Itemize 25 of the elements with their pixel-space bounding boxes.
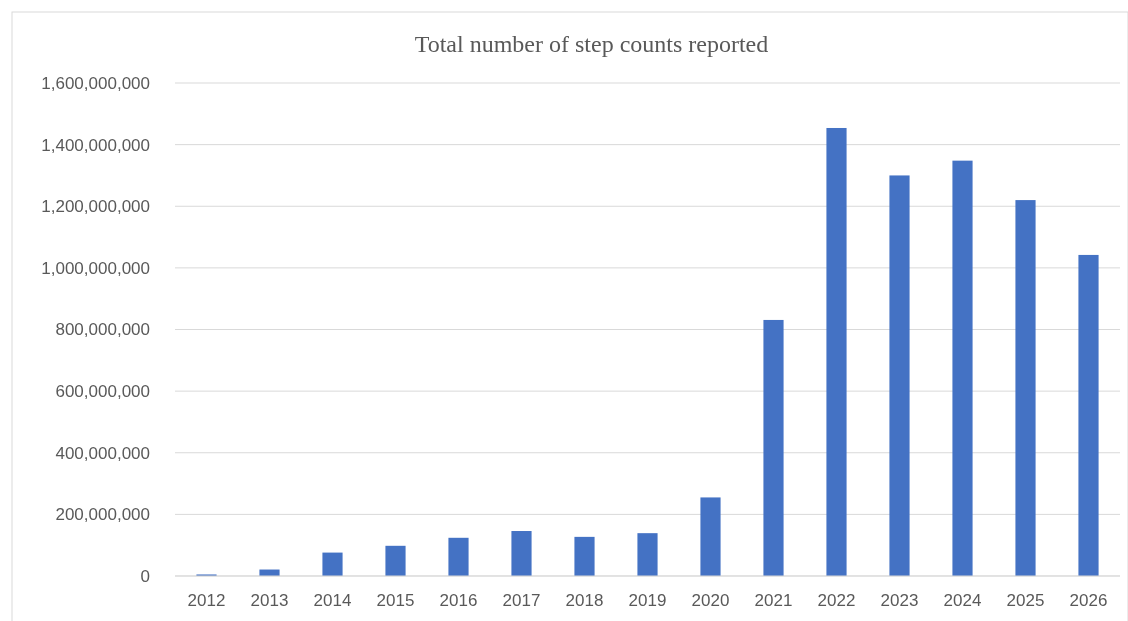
x-tick-label: 2014 [313, 591, 352, 610]
chart-title: Total number of step counts reported [414, 31, 769, 57]
x-tick-label: 2022 [817, 591, 856, 610]
x-tick-label: 2024 [943, 591, 982, 610]
x-tick-label: 2015 [376, 591, 415, 610]
x-tick-label: 2019 [628, 591, 667, 610]
x-tick-label: 2023 [880, 591, 919, 610]
x-tick-label: 2018 [565, 591, 604, 610]
y-tick-label: 1,200,000,000 [41, 197, 150, 217]
x-tick-label: 2013 [250, 591, 289, 610]
y-tick-label: 1,000,000,000 [41, 258, 150, 278]
y-tick-label: 800,000,000 [55, 320, 150, 340]
y-tick-label: 600,000,000 [55, 382, 150, 402]
y-tick-label: 400,000,000 [55, 443, 150, 463]
y-tick-label: 200,000,000 [55, 505, 150, 525]
x-tick-label: 2016 [439, 591, 478, 610]
x-tick-label: 2012 [187, 591, 226, 610]
x-tick-label: 2025 [1006, 591, 1045, 610]
x-tick-label: 2020 [691, 591, 730, 610]
y-tick-label: 1,600,000,000 [41, 73, 150, 93]
y-tick-label: 0 [140, 566, 150, 586]
x-tick-label: 2026 [1069, 591, 1108, 610]
x-tick-label: 2017 [502, 591, 541, 610]
y-tick-label: 1,400,000,000 [41, 135, 150, 155]
x-tick-label: 2021 [754, 591, 793, 610]
